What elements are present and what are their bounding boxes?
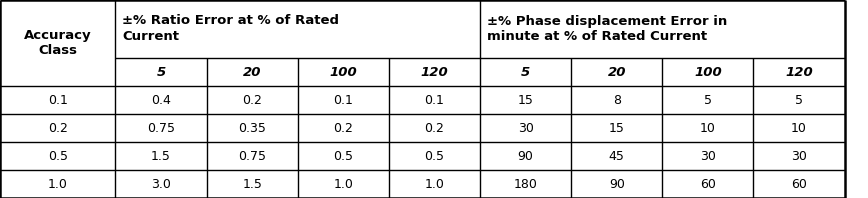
Text: 60: 60 — [700, 177, 716, 190]
Text: 20: 20 — [243, 66, 261, 78]
Text: 5: 5 — [795, 93, 803, 107]
Text: 90: 90 — [608, 177, 625, 190]
Text: 0.5: 0.5 — [48, 149, 68, 163]
Text: ±% Phase displacement Error in
minute at % of Rated Current: ±% Phase displacement Error in minute at… — [487, 14, 727, 44]
Text: 0.4: 0.4 — [151, 93, 171, 107]
Text: 5: 5 — [156, 66, 166, 78]
Text: 180: 180 — [514, 177, 537, 190]
Text: 60: 60 — [791, 177, 807, 190]
Text: 10: 10 — [700, 122, 716, 134]
Text: 0.2: 0.2 — [333, 122, 353, 134]
Text: 1.0: 1.0 — [333, 177, 353, 190]
Text: 15: 15 — [608, 122, 625, 134]
Text: 1.0: 1.0 — [424, 177, 444, 190]
Text: 45: 45 — [608, 149, 625, 163]
Text: 120: 120 — [786, 66, 812, 78]
Text: 30: 30 — [700, 149, 716, 163]
Text: 0.2: 0.2 — [424, 122, 444, 134]
Text: 0.1: 0.1 — [333, 93, 353, 107]
Text: 8: 8 — [613, 93, 621, 107]
Text: Accuracy
Class: Accuracy Class — [24, 29, 91, 57]
Text: 0.35: 0.35 — [238, 122, 266, 134]
Text: 1.5: 1.5 — [151, 149, 171, 163]
Text: 0.5: 0.5 — [424, 149, 444, 163]
Text: 0.2: 0.2 — [48, 122, 68, 134]
Text: 3.0: 3.0 — [151, 177, 171, 190]
Text: 30: 30 — [791, 149, 807, 163]
Text: 0.2: 0.2 — [242, 93, 262, 107]
Text: 20: 20 — [608, 66, 626, 78]
Text: 0.5: 0.5 — [333, 149, 353, 163]
Text: 30: 30 — [517, 122, 534, 134]
Text: 0.1: 0.1 — [424, 93, 444, 107]
Text: 0.75: 0.75 — [147, 122, 175, 134]
Text: 90: 90 — [517, 149, 534, 163]
Text: 0.75: 0.75 — [238, 149, 266, 163]
Text: 1.5: 1.5 — [242, 177, 262, 190]
Text: 100: 100 — [330, 66, 357, 78]
Text: 0.1: 0.1 — [48, 93, 68, 107]
Text: ±% Ratio Error at % of Rated
Current: ±% Ratio Error at % of Rated Current — [122, 14, 339, 44]
Text: 1.0: 1.0 — [48, 177, 68, 190]
Text: 5: 5 — [521, 66, 530, 78]
Text: 120: 120 — [421, 66, 448, 78]
Text: 5: 5 — [704, 93, 712, 107]
Text: 10: 10 — [791, 122, 807, 134]
Text: 100: 100 — [694, 66, 721, 78]
Text: 15: 15 — [517, 93, 534, 107]
